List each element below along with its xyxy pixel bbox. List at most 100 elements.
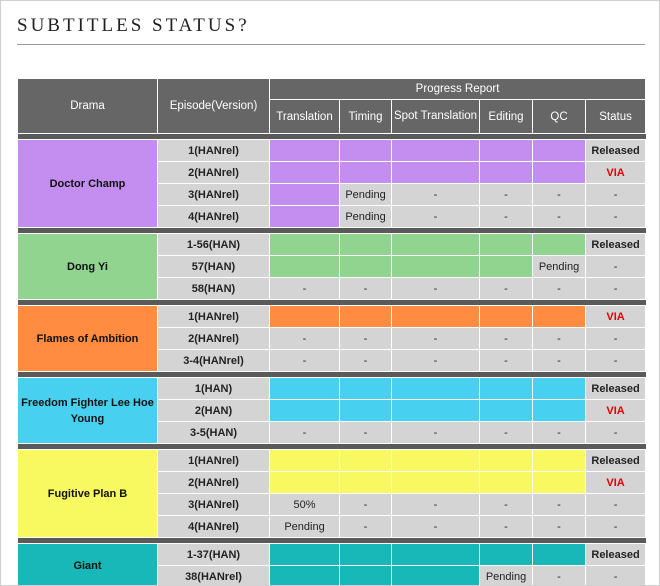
header-editing: Editing: [479, 99, 533, 134]
translation-cell: -: [269, 349, 340, 372]
translation-cell: -: [269, 421, 340, 444]
table-row: Fugitive Plan B 1(HANrel) Released: [17, 449, 647, 538]
qc-cell: -: [532, 277, 586, 300]
table-row: 3-4(HANrel) - - - - - -: [18, 349, 647, 372]
qc-cell: [532, 139, 586, 162]
group-separator: [17, 537, 646, 544]
episode-cell: 1(HANrel): [157, 305, 270, 328]
table-row: 3-5(HAN) - - - - - -: [18, 421, 647, 444]
editing-cell: [479, 471, 533, 494]
timing-cell: [339, 233, 392, 256]
status-cell: -: [584, 327, 647, 350]
spot-translation-cell: [391, 233, 480, 256]
drama-name-cell: Doctor Champ: [17, 139, 158, 228]
editing-cell: [479, 161, 533, 184]
status-cell: -: [584, 183, 647, 206]
episode-cell: 4(HANrel): [157, 205, 270, 228]
timing-cell: [339, 255, 392, 278]
episode-cell: 1-56(HAN): [157, 233, 270, 256]
status-cell: Released: [584, 543, 647, 566]
qc-cell: -: [532, 327, 586, 350]
qc-cell: -: [532, 565, 586, 585]
timing-cell: -: [339, 349, 392, 372]
status-cell: VIA: [584, 399, 647, 422]
status-cell: -: [584, 205, 647, 228]
table-row: 58(HAN) - - - - - -: [18, 277, 647, 300]
qc-cell: -: [532, 349, 586, 372]
qc-cell: [532, 305, 586, 328]
spot-translation-cell: [391, 565, 480, 585]
spot-translation-cell: -: [391, 183, 480, 206]
episode-cell: 3(HANrel): [157, 493, 270, 516]
editing-cell: -: [479, 421, 533, 444]
spot-translation-cell: [391, 255, 480, 278]
status-cell: -: [584, 493, 647, 516]
translation-cell: -: [269, 327, 340, 350]
episode-cell: 38(HANrel): [157, 565, 270, 585]
episode-cell: 3-4(HANrel): [157, 349, 270, 372]
table-row: Giant 1-37(HAN) Released: [17, 543, 647, 585]
translation-cell: [269, 161, 340, 184]
table-row: Freedom Fighter Lee Hoe Young 1(HAN) Relea…: [17, 377, 647, 444]
drama-name-cell: Giant: [17, 543, 158, 585]
editing-cell: -: [479, 493, 533, 516]
timing-cell: [339, 399, 392, 422]
translation-cell: [269, 255, 340, 278]
episode-cell: 4(HANrel): [157, 515, 270, 538]
timing-cell: [339, 449, 392, 472]
title-divider: [17, 44, 645, 45]
translation-cell: [269, 233, 340, 256]
editing-cell: -: [479, 205, 533, 228]
translation-cell: Pending: [269, 515, 340, 538]
qc-cell: [532, 233, 586, 256]
episode-cell: 1(HANrel): [157, 449, 270, 472]
episode-cell: 3-5(HAN): [157, 421, 270, 444]
qc-cell: [532, 161, 586, 184]
spot-translation-cell: -: [391, 515, 480, 538]
spot-translation-cell: -: [391, 327, 480, 350]
header-progress-report: Progress Report: [268, 78, 647, 100]
status-cell: Released: [584, 377, 647, 400]
editing-cell: -: [479, 183, 533, 206]
translation-cell: 50%: [269, 493, 340, 516]
translation-cell: [269, 183, 340, 206]
status-table-body: Doctor Champ 1(HANrel) Released 2(HANrel) VI…: [17, 133, 647, 585]
spot-translation-cell: [391, 399, 480, 422]
table-row: Doctor Champ 1(HANrel) Released: [17, 139, 647, 228]
status-cell: VIA: [584, 471, 647, 494]
status-cell: VIA: [584, 305, 647, 328]
editing-cell: [479, 139, 533, 162]
header-status: Status: [584, 99, 647, 134]
spot-translation-cell: [391, 471, 480, 494]
editing-cell: [479, 377, 533, 400]
status-cell: Released: [584, 449, 647, 472]
qc-cell: [532, 449, 586, 472]
spot-translation-cell: [391, 377, 480, 400]
drama-name-cell: Freedom Fighter Lee Hoe Young: [17, 377, 158, 444]
episode-cell: 58(HAN): [157, 277, 270, 300]
table-row: 57(HAN) Pending -: [18, 255, 647, 278]
group-separator-bar: [17, 371, 646, 378]
editing-cell: -: [479, 349, 533, 372]
drama-name-cell: Dong Yi: [17, 233, 158, 300]
editing-cell: [479, 399, 533, 422]
group-separator-bar: [17, 537, 646, 544]
table-row: 4(HANrel) Pending - - - - -: [18, 515, 647, 538]
timing-cell: [339, 377, 392, 400]
table-row: 3(HANrel) 50% - - - - -: [18, 493, 647, 516]
qc-cell: [532, 377, 586, 400]
episode-cell: 1(HANrel): [157, 139, 270, 162]
spot-translation-cell: [391, 543, 480, 566]
status-table-container: Drama Episode(Version) Progress Report T…: [17, 78, 647, 585]
table-row: Dong Yi 1-56(HAN) Released: [17, 233, 647, 300]
qc-cell: [532, 399, 586, 422]
spot-translation-cell: [391, 305, 480, 328]
editing-cell: -: [479, 277, 533, 300]
page-title: SUBTITLES STATUS?: [17, 15, 250, 36]
episode-cell: 2(HANrel): [157, 161, 270, 184]
spot-translation-cell: [391, 139, 480, 162]
editing-cell: [479, 233, 533, 256]
timing-cell: [339, 139, 392, 162]
header-qc: QC: [532, 99, 586, 134]
